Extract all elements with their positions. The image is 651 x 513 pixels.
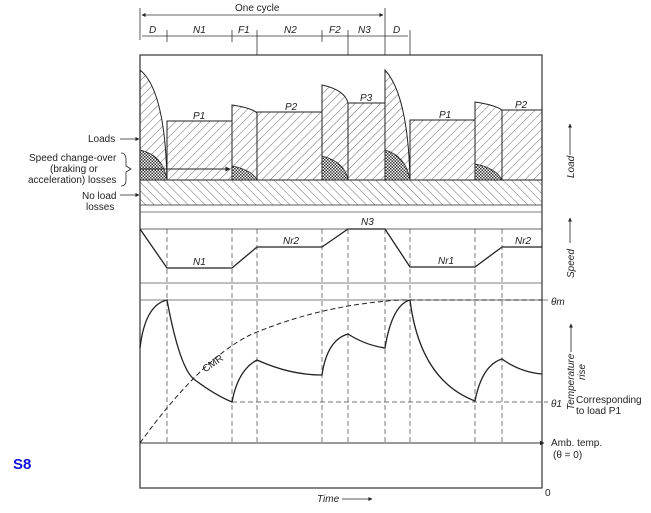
speed-axis-label: Speed <box>566 249 577 278</box>
speed-n3-label: N3 <box>361 217 374 228</box>
time-axis-label: Time <box>317 494 340 505</box>
cmr-label: CMR <box>201 353 226 375</box>
segment-n2-label: N2 <box>284 25 297 36</box>
temperature-axis-label-2: rise <box>577 363 588 380</box>
temperature-panel <box>139 299 548 446</box>
segment-n1-label: N1 <box>193 25 206 36</box>
no-load-label-2: losses <box>86 202 114 213</box>
one-cycle-label: One cycle <box>235 3 280 14</box>
cycle-dimension <box>139 8 411 55</box>
segment-f1-label: F1 <box>238 25 250 36</box>
speed-changeover-label-1: Speed change-over <box>29 153 117 164</box>
no-load-label-1: No load <box>82 191 116 202</box>
load-p1-label: P1 <box>193 111 205 122</box>
duty-type-label: S8 <box>13 456 32 473</box>
load-p1b-label: P1 <box>439 110 451 121</box>
speed-changeover-label-3: acceleration) losses <box>28 175 116 186</box>
loads-label: Loads <box>88 134 115 145</box>
temperature-axis-label-1: Temperature <box>566 353 577 410</box>
origin-label: 0 <box>545 488 551 499</box>
speed-panel <box>139 211 542 284</box>
speed-nr1-label: Nr1 <box>438 256 454 267</box>
speed-nr2b-label: Nr2 <box>515 236 532 247</box>
diagram-frame <box>139 54 543 489</box>
speed-nr2-label: Nr2 <box>283 236 300 247</box>
load-p3-label: P3 <box>360 93 373 104</box>
right-axis-labels: Load Speed Temperature rise <box>566 123 588 410</box>
segment-n3-label: N3 <box>358 25 371 36</box>
speed-changeover-label-2: (braking or <box>50 164 98 175</box>
ambient-label-1: Amb. temp. <box>551 438 602 449</box>
corresponding-label-1: Corresponding <box>576 395 642 406</box>
load-p2-label: P2 <box>285 102 298 113</box>
segment-d2-label: D <box>393 25 400 36</box>
speed-n1-label: N1 <box>193 257 206 268</box>
load-panel <box>139 68 543 206</box>
theta-1-label: θ1 <box>551 399 562 410</box>
corresponding-label-2: to load P1 <box>576 406 621 417</box>
load-axis-label: Load <box>566 155 577 178</box>
load-p2b-label: P2 <box>515 100 528 111</box>
ambient-label-2: (θ = 0) <box>553 450 582 461</box>
segment-d-label: D <box>149 25 156 36</box>
theta-max-label: θm <box>551 297 565 308</box>
segment-f2-label: F2 <box>329 25 341 36</box>
